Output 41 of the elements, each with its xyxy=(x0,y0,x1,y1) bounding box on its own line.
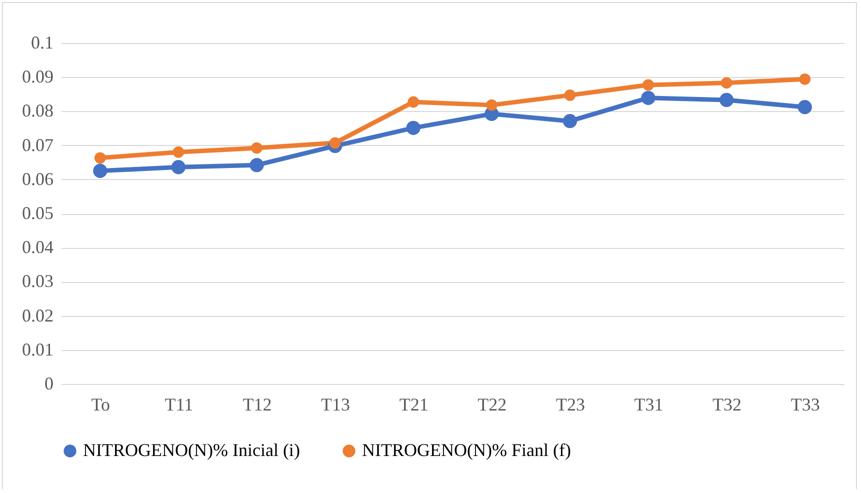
x-tick-label: T32 xyxy=(712,394,742,414)
point xyxy=(250,158,264,172)
point xyxy=(641,90,656,105)
point xyxy=(171,160,186,174)
point xyxy=(798,100,812,114)
point xyxy=(799,73,811,85)
point xyxy=(251,142,262,154)
point xyxy=(562,114,578,128)
legend-label: NITROGENO(N)% Fianl (f) xyxy=(362,440,571,460)
point xyxy=(642,79,654,91)
point xyxy=(172,146,184,158)
legend-label: NITROGENO(N)% Inicial (i) xyxy=(83,440,300,460)
point xyxy=(94,152,106,164)
y-tick-label: 0.05 xyxy=(22,203,54,223)
x-tick-label: T21 xyxy=(399,394,428,414)
y-tick-label: 0.02 xyxy=(22,305,54,326)
x-tick-label: T12 xyxy=(242,394,272,414)
point xyxy=(720,77,732,89)
x-tick-label: T13 xyxy=(321,394,350,414)
y-tick-label: 0.03 xyxy=(22,271,54,292)
x-tick-label: T31 xyxy=(634,394,664,414)
point xyxy=(486,99,498,111)
point xyxy=(406,120,420,135)
x-tick-label: T23 xyxy=(556,394,585,414)
point xyxy=(719,92,734,108)
x-tick-label: T11 xyxy=(164,394,194,414)
point xyxy=(329,137,341,149)
y-tick-label: 0.1 xyxy=(31,32,54,52)
point xyxy=(564,89,576,101)
x-tick-label: T22 xyxy=(478,394,507,414)
y-tick-label: 0.06 xyxy=(22,168,54,189)
point xyxy=(93,164,108,178)
y-tick-label: 0.09 xyxy=(22,66,54,87)
y-tick-label: 0.07 xyxy=(22,134,54,155)
y-tick-label: 0.08 xyxy=(22,100,54,121)
y-tick-label: 0.04 xyxy=(22,237,54,258)
point xyxy=(408,96,420,108)
y-tick-label: 0.01 xyxy=(22,339,54,360)
x-tick-label: To xyxy=(91,394,110,414)
x-tick-label: T33 xyxy=(790,394,820,414)
y-tick-label: 0 xyxy=(44,374,54,394)
